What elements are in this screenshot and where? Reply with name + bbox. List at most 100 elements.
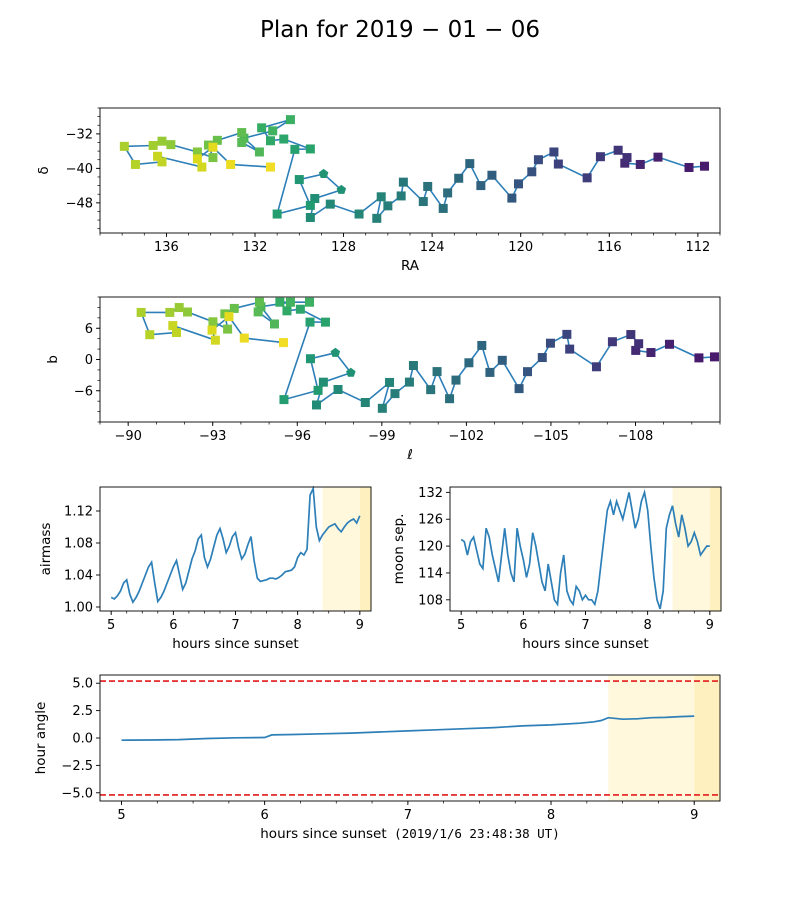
moonsep-panel: 5 6 7 8 9 108 114 120 126 132 hours since sunset mo… [391,486,722,652]
galactic-square-marker [208,317,218,327]
radec-pentagon-marker [318,168,329,178]
y-tick-label: −48 [66,196,93,211]
galactic-panel: −90 −93 −96 −99 −102 −105 −108 −6 0 6 ℓ b [45,296,721,463]
galactic-square-marker [224,312,234,322]
y-tick-label: 1.00 [64,601,93,616]
galactic-square-marker [432,367,442,377]
x-tick-label: 6 [519,618,527,633]
galactic-square-marker [136,307,146,317]
x-tick-label: 8 [294,618,302,633]
radec-square-marker [266,162,275,172]
galactic-square-marker [253,307,263,317]
radec-square-marker [507,193,517,203]
moonsep-series-line [460,489,710,610]
galactic-square-marker [408,361,418,371]
twilight-shade-dark [709,487,721,611]
figure-title: Plan for 2019 − 01 − 06 [260,17,540,43]
radec-square-marker [148,141,158,150]
galactic-square-marker [165,307,175,317]
radec-square-marker [197,162,207,172]
galactic-square-marker [279,338,289,348]
radec-square-marker [398,177,408,187]
twilight-shade-dark [694,675,720,801]
galactic-square-marker [256,302,266,312]
galactic-square-marker [426,385,436,395]
x-tick-label: −108 [618,429,654,444]
radec-square-marker [376,192,386,202]
galactic-square-marker [313,385,323,395]
galactic-square-marker [607,337,617,347]
galactic-square-marker [171,328,181,338]
radec-panel: 136 132 128 124 120 116 112 −48 −40 −32 RA δ [36,107,721,274]
y-tick-label: 6 [85,322,93,337]
x-tick-label: −102 [449,429,485,444]
axes-frame [99,296,721,423]
galactic-square-marker [305,354,315,364]
galactic-square-marker [207,325,217,335]
galactic-square-marker [285,297,295,307]
axes-frame [99,107,721,234]
twilight-shade-dark [359,487,371,611]
radec-square-marker [212,135,222,145]
y-tick-label: 5.0 [72,677,93,692]
hourangle-panel: 5 6 7 8 9 5.0 2.5 0.0 −2.5 −5.0 hours since sunset… [33,674,721,842]
y-tick-label: −5.0 [61,786,93,801]
x-axis-label: RA [401,258,420,274]
x-tick-label: 136 [154,240,179,255]
x-tick-label: 5 [457,618,465,633]
galactic-square-marker [464,358,474,368]
twilight-shade-light [322,487,360,611]
y-tick-label: −40 [66,162,93,177]
twilight-shade-light [672,487,710,611]
radec-square-marker [418,197,428,207]
x-tick-label: 5 [117,808,125,823]
y-tick-label: 1.08 [64,537,93,552]
y-tick-label: 0 [85,353,93,368]
radec-square-marker [423,181,433,191]
y-tick-label: 0.0 [72,732,93,747]
radec-square-marker [527,167,537,177]
galactic-square-marker [694,353,704,363]
radec-square-marker [290,144,300,154]
galactic-square-marker [385,377,395,387]
radec-square-marker [208,153,218,163]
galactic-pentagon-marker [330,347,341,357]
x-axis-label: hours since sunset (2019/1/6 23:48:38 UT… [260,826,559,842]
airmass-panel: 5 6 7 8 9 1.00 1.04 1.08 1.12 hours since sunset a… [38,485,372,652]
radec-square-marker [294,175,304,185]
galactic-square-marker [451,375,461,385]
radec-square-marker [192,154,202,164]
x-tick-label: 8 [644,618,652,633]
radec-square-marker [613,145,623,155]
galactic-square-marker [626,330,636,340]
y-tick-label: −32 [66,127,93,142]
x-axis-label: hours since sunset [522,636,648,652]
radec-square-marker [279,134,289,144]
galactic-square-marker [377,403,387,413]
x-tick-label: 128 [331,240,356,255]
galactic-square-marker [631,345,641,355]
galactic-square-marker [514,384,524,394]
x-tick-label: −90 [114,429,141,444]
radec-square-marker [354,209,364,219]
galactic-square-marker [562,329,572,339]
radec-square-marker [476,181,486,191]
radec-square-marker [700,161,709,171]
y-tick-label: −2.5 [61,759,93,774]
x-tick-label: 9 [690,808,698,823]
x-tick-label: 5 [107,618,115,633]
radec-square-marker [582,173,592,183]
radec-square-marker [153,151,163,161]
x-axis-label-timestamp: (2019/1/6 23:48:38 UT) [387,826,560,841]
x-tick-label: 8 [547,808,555,823]
radec-square-marker [266,136,275,146]
galactic-square-marker [174,303,184,313]
galactic-square-marker [275,297,285,307]
radec-square-marker [166,140,176,150]
y-tick-label: 2.5 [72,704,93,719]
radec-square-marker [305,200,315,210]
galactic-square-marker [295,304,305,314]
x-tick-label: 124 [420,240,445,255]
axes-frame [99,674,721,802]
radec-square-marker [305,212,315,222]
